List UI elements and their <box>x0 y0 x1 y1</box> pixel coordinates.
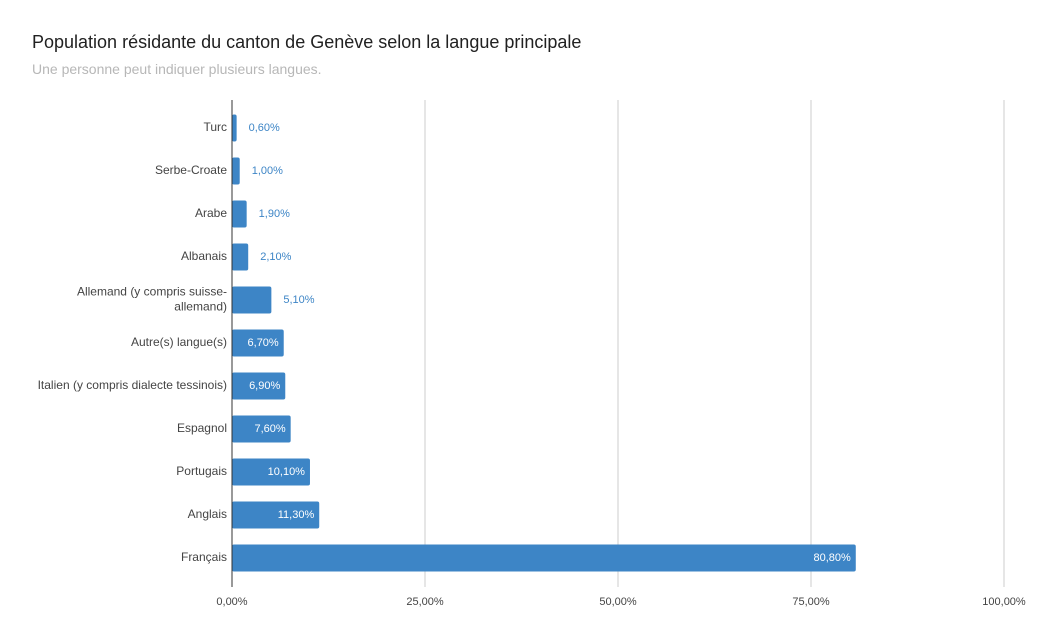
x-tick-label: 25,00% <box>406 596 444 608</box>
x-tick-label: 50,00% <box>599 596 637 608</box>
category-label: Albanais <box>181 249 227 263</box>
bar <box>232 157 240 185</box>
chart-subtitle: Une personne peut indiquer plusieurs lan… <box>32 61 322 77</box>
bar <box>232 501 320 529</box>
x-tick-label: 100,00% <box>982 596 1026 608</box>
value-label: 11,30% <box>278 509 315 521</box>
value-label: 1,00% <box>252 165 283 177</box>
chart-title: Population résidante du canton de Genève… <box>32 32 582 52</box>
category-label: Français <box>181 550 227 564</box>
category-label: Espagnol <box>177 421 227 435</box>
category-label: Arabe <box>195 206 227 220</box>
category-label: Allemand (y compris suisse-allemand) <box>77 285 227 314</box>
category-label: Turc <box>203 120 227 134</box>
value-label: 1,90% <box>259 208 290 220</box>
value-label: 7,60% <box>254 423 285 435</box>
bar <box>232 114 237 142</box>
bar <box>232 415 291 443</box>
category-label: Anglais <box>188 507 227 521</box>
value-label: 2,10% <box>260 251 291 263</box>
value-label: 10,10% <box>268 466 306 478</box>
category-label: Portugais <box>176 464 227 478</box>
value-label: 5,10% <box>283 294 314 306</box>
x-tick-label: 0,00% <box>216 596 247 608</box>
value-label: 80,80% <box>813 552 851 564</box>
category-label: Italien (y compris dialecte tessinois) <box>38 378 227 392</box>
category-label: Autre(s) langue(s) <box>131 335 227 349</box>
bar <box>232 286 272 314</box>
bar <box>232 329 284 357</box>
value-label: 0,60% <box>249 122 280 134</box>
category-label: Serbe-Croate <box>155 163 227 177</box>
bar <box>232 200 247 228</box>
bar <box>232 458 310 486</box>
value-label: 6,90% <box>249 380 280 392</box>
x-tick-label: 75,00% <box>792 596 830 608</box>
bar <box>232 243 249 271</box>
value-label: 6,70% <box>248 337 279 349</box>
bar <box>232 372 286 400</box>
bar <box>232 544 856 572</box>
